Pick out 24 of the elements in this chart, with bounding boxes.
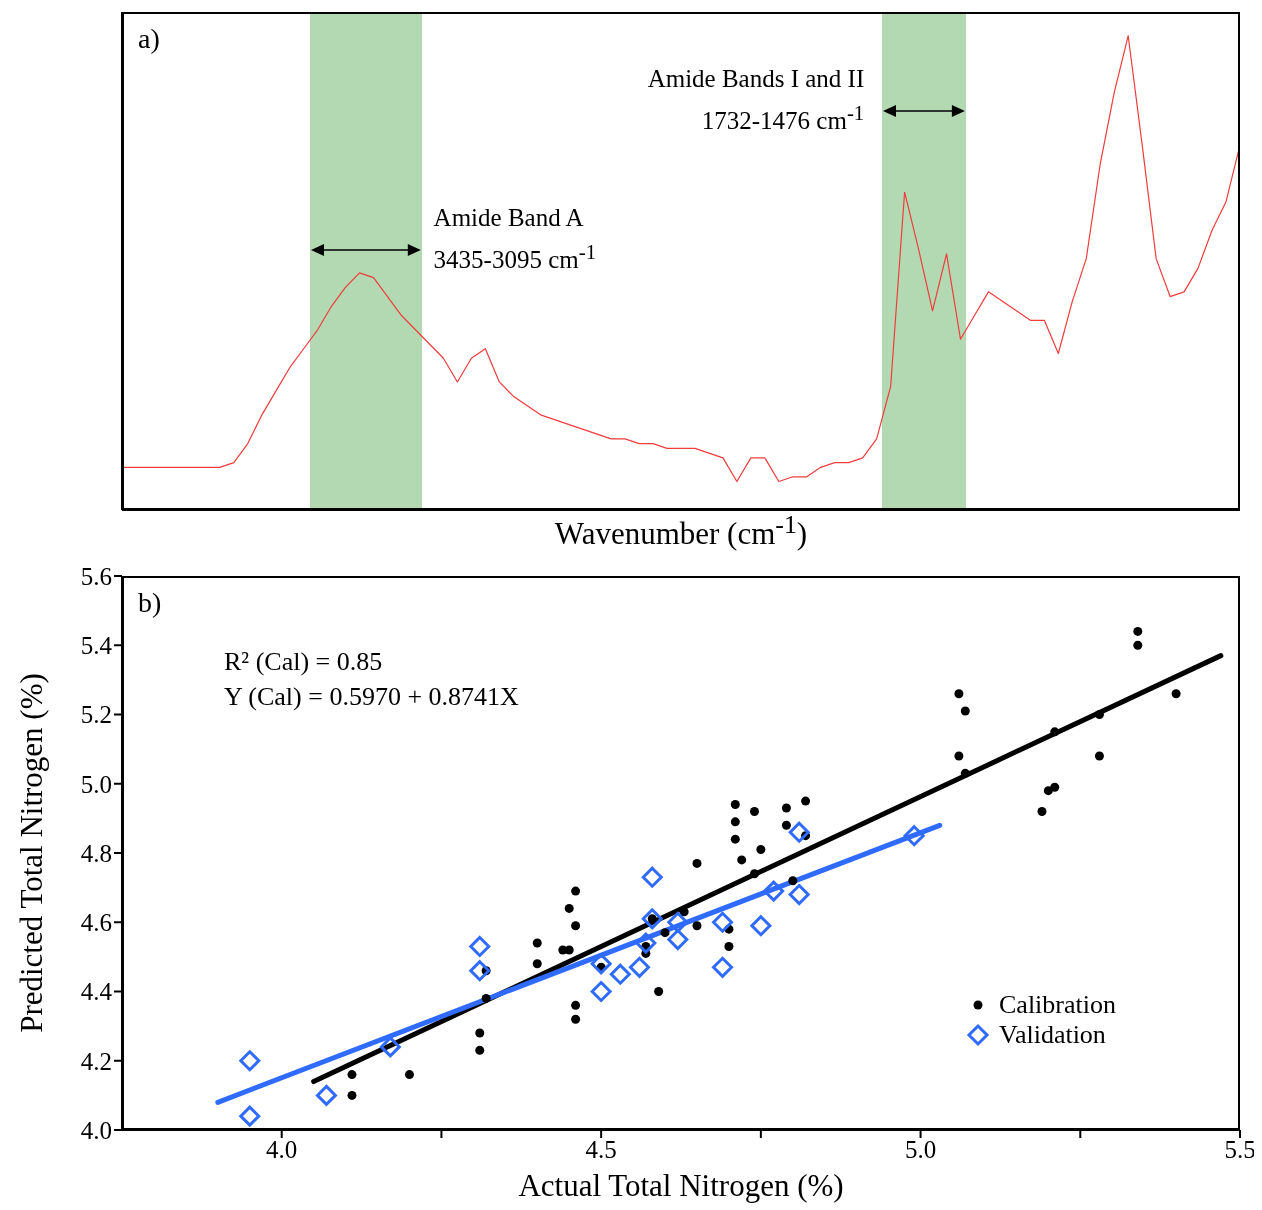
annotation: Y (Cal) = 0.5970 + 0.8741X: [224, 681, 519, 713]
annotation: a): [138, 22, 160, 56]
y-tick-label: 4.2: [80, 1047, 112, 1075]
x-axis-title: Wavenumber (cm$^{-1}$): [553, 510, 809, 553]
x-tick-label: 5.0: [904, 1135, 937, 1163]
y-tick-label: 4.6: [80, 909, 112, 937]
y-tick-label: 4.4: [80, 978, 113, 1006]
y-tick-label: 5.4: [80, 632, 113, 660]
legend-label: Calibration: [999, 990, 1116, 1020]
y-tick-label: 4.8: [80, 839, 112, 867]
y-tick-label: 5.2: [80, 701, 112, 729]
annotation: b): [138, 586, 162, 620]
legend-label: Validation: [999, 1020, 1106, 1050]
y-tick-label: 4.0: [80, 1116, 112, 1144]
x-tick-label: 5.5: [1224, 1135, 1256, 1163]
y-tick-label: 5.0: [80, 770, 112, 798]
annotation: Amide Bands I and II 1732-1476 cm$^{-1}$: [647, 63, 865, 137]
annotation: Amide Band A 3435-3095 cm$^{-1}$: [433, 203, 597, 276]
y-axis-title: Predicted Total Nitrogen (%): [14, 672, 50, 1035]
y-tick-label: 5.6: [80, 562, 112, 590]
annotation: R² (Cal) = 0.85: [224, 646, 383, 678]
x-axis-title: Actual Total Nitrogen (%): [517, 1168, 845, 1204]
x-tick-label: 4.0: [266, 1135, 298, 1163]
x-tick-label: 4.5: [585, 1135, 617, 1163]
